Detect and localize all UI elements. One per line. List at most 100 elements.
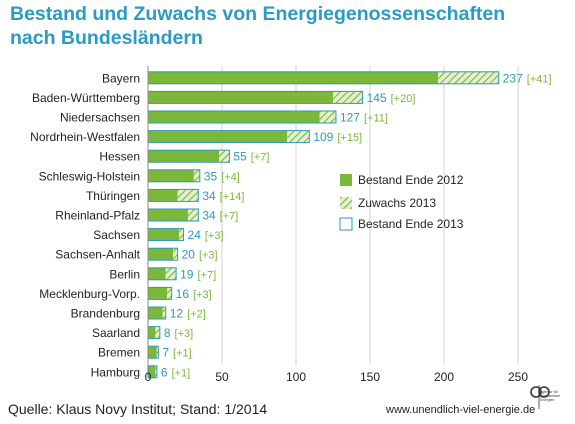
bar-bestand-2012	[148, 130, 288, 143]
growth-value-label: [+3]	[205, 230, 224, 242]
bar-bestand-2012	[148, 91, 333, 104]
total-value-label: 34	[202, 189, 216, 203]
legend-label: Bestand Ende 2013	[358, 217, 464, 231]
chart-title: Bestand und Zuwachs von Energiegenossens…	[10, 2, 570, 50]
category-label: Bayern	[102, 71, 140, 85]
bars-layer	[147, 71, 500, 379]
bar-bestand-2012	[148, 326, 156, 339]
bar-zuwachs-2013	[173, 248, 178, 261]
category-label: Rheinland-Pfalz	[55, 209, 140, 223]
growth-value-label: [+3]	[175, 328, 194, 340]
bar-bestand-2012	[148, 346, 157, 359]
bar-bestand-2012	[148, 228, 180, 241]
agency-logo-icon	[530, 385, 550, 409]
bar-bestand-2012	[148, 267, 166, 280]
x-tick-label: 150	[360, 370, 380, 384]
bar-zuwachs-2013	[177, 189, 199, 202]
bar-zuwachs-2013	[219, 150, 230, 163]
bar-bestand-2012	[148, 71, 439, 84]
bar-bestand-2012	[148, 287, 168, 300]
bar-zuwachs-2013	[167, 287, 172, 300]
x-tick-label: 200	[434, 370, 454, 384]
title-line-1: Bestand und Zuwachs von Energiegenossens…	[10, 3, 506, 25]
logo-caption: Agentur für Erneuerbare Energien	[540, 390, 560, 402]
bar-zuwachs-2013	[165, 267, 177, 280]
website-link[interactable]: www.unendlich-viel-energie.de	[386, 404, 536, 416]
legend: Bestand Ende 2012 Zuwachs 2013 Bestand End…	[339, 173, 464, 231]
bar-zuwachs-2013	[193, 169, 200, 182]
growth-value-label: [+1]	[173, 348, 192, 360]
legend-swatch	[340, 174, 352, 186]
total-value-label: 16	[176, 287, 190, 301]
total-value-label: 109	[313, 130, 333, 144]
total-value-label: 7	[162, 346, 169, 360]
growth-value-label: [+15]	[337, 132, 362, 144]
x-axis: 0 50 100 150 200 250	[145, 66, 528, 384]
category-label: Saarland	[92, 326, 140, 340]
growth-value-label: [+2]	[187, 309, 206, 321]
source-note: Quelle: Klaus Novy Institut; Stand: 1/20…	[8, 401, 268, 417]
bar-zuwachs-2013	[179, 228, 184, 241]
category-label: Thüringen	[86, 189, 140, 203]
total-value-label: 34	[202, 209, 216, 223]
legend-swatch	[340, 197, 352, 209]
bar-zuwachs-2013	[438, 71, 499, 84]
bar-bestand-2012	[148, 150, 220, 163]
category-label: Hessen	[99, 150, 140, 164]
total-value-label: 19	[180, 267, 194, 281]
category-label: Hamburg	[91, 365, 140, 379]
growth-value-label: [+3]	[199, 250, 218, 262]
growth-value-label: [+4]	[221, 171, 240, 183]
category-label: Sachsen-Anhalt	[55, 248, 140, 262]
bar-bestand-2013-outline	[147, 365, 158, 379]
total-value-label: 55	[233, 150, 247, 164]
growth-value-label: [+20]	[391, 93, 416, 105]
bar-bestand-2012	[148, 169, 194, 182]
growth-value-label: [+1]	[172, 367, 191, 379]
growth-value-label: [+41]	[527, 73, 552, 85]
total-value-label: 20	[182, 248, 196, 262]
total-value-label: 12	[170, 307, 184, 321]
category-label: Mecklenburg-Vorp.	[39, 287, 140, 301]
total-value-label: 8	[164, 326, 171, 340]
legend-label: Bestand Ende 2012	[358, 173, 464, 187]
total-value-label: 145	[367, 91, 387, 105]
total-value-label: 35	[204, 169, 218, 183]
bar-bestand-2012	[148, 189, 178, 202]
category-label: Berlin	[109, 267, 140, 281]
bar-zuwachs-2013	[155, 326, 160, 339]
category-label: Niedersachsen	[60, 111, 140, 125]
total-value-label: 127	[340, 111, 360, 125]
legend-swatch	[339, 217, 353, 231]
bar-zuwachs-2013	[156, 346, 159, 359]
x-tick-label: 0	[145, 370, 152, 384]
bar-bestand-2012	[148, 248, 174, 261]
growth-value-label: [+3]	[193, 289, 212, 301]
category-label: Brandenburg	[71, 307, 140, 321]
total-value-label: 6	[161, 365, 168, 379]
category-label: Schleswig-Holstein	[39, 169, 140, 183]
total-value-label: 237	[503, 71, 523, 85]
bar-bestand-2012	[148, 307, 163, 319]
bar-zuwachs-2013	[287, 130, 310, 143]
title-line-2: nach Bundesländern	[10, 27, 203, 49]
bar-bestand-2012	[148, 365, 156, 378]
bar-bestand-2012	[148, 209, 188, 221]
category-label: Sachsen	[93, 228, 140, 242]
growth-value-label: [+11]	[364, 113, 388, 125]
bar-zuwachs-2013	[155, 365, 157, 378]
legend-label: Zuwachs 2013	[358, 196, 436, 210]
bar-zuwachs-2013	[187, 209, 199, 221]
category-label: Nordrhein-Westfalen	[30, 130, 140, 144]
bar-zuwachs-2013	[333, 91, 363, 104]
bar-zuwachs-2013	[162, 307, 166, 319]
x-tick-label: 100	[286, 370, 306, 384]
labels-layer: Bayern 237 [+41] Baden-Württemberg 145 [+20] N…	[30, 71, 551, 379]
total-value-label: 24	[188, 228, 202, 242]
category-label: Bremen	[98, 346, 140, 360]
x-tick-label: 250	[508, 370, 528, 384]
x-tick-label: 50	[215, 370, 229, 384]
growth-value-label: [+14]	[220, 191, 245, 203]
growth-value-label: [+7]	[197, 269, 216, 281]
